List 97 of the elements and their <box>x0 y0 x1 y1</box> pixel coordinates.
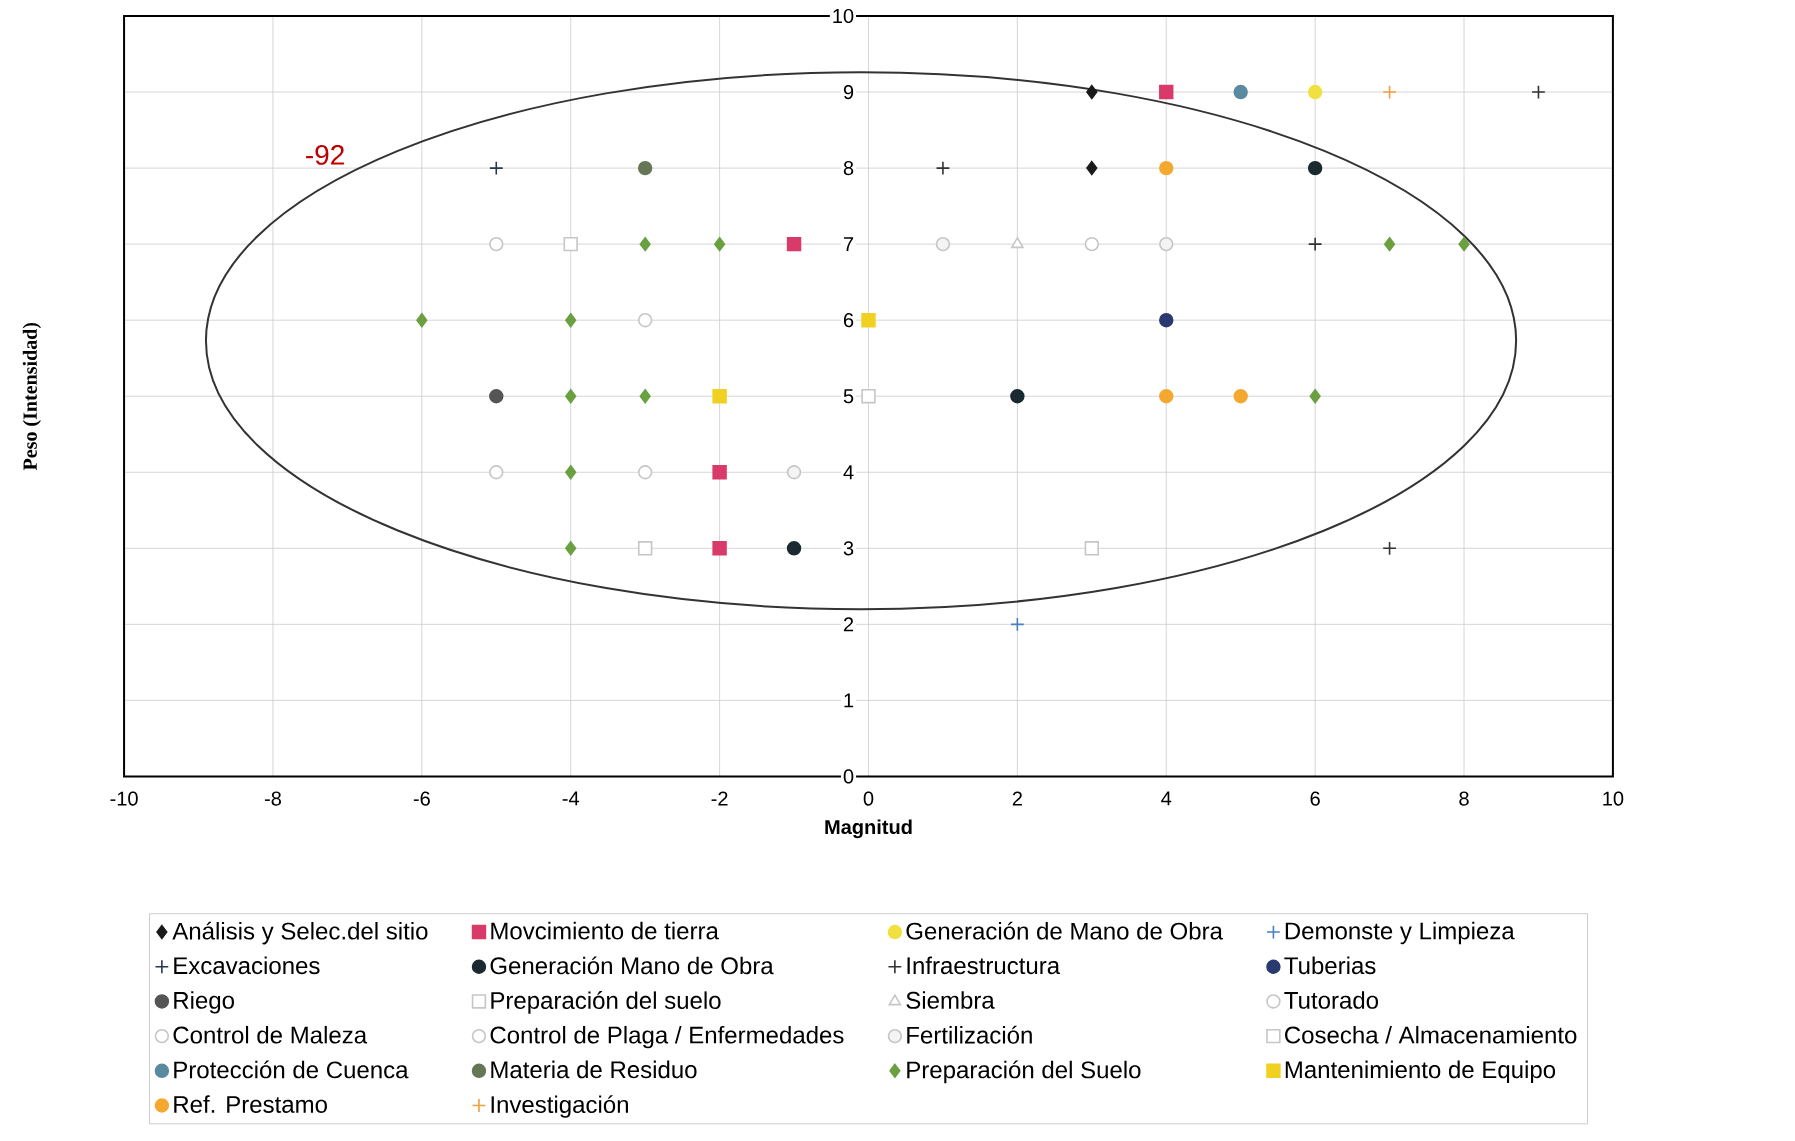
point <box>1458 237 1470 252</box>
y-tick-label: 0 <box>843 769 854 784</box>
x-axis-title: Magnitud <box>825 819 912 839</box>
x-tick-label: -6 <box>413 791 430 806</box>
x-tick-label: 8 <box>1459 791 1469 806</box>
point <box>565 465 577 480</box>
point <box>489 465 504 480</box>
x-tick-label: -2 <box>711 791 728 806</box>
point <box>1531 85 1546 100</box>
point <box>637 465 653 480</box>
point <box>1307 161 1323 176</box>
point <box>1086 85 1098 100</box>
point <box>1307 237 1323 252</box>
legend-label: Control de Plaga / Enfermedades <box>490 1026 844 1049</box>
legend-label: Riego <box>174 991 234 1014</box>
y-tick-label: 10 <box>833 9 854 24</box>
point <box>1382 541 1397 556</box>
point <box>1010 389 1025 404</box>
point <box>637 313 653 328</box>
legend-label: Preparación del Suelo <box>907 1060 1141 1084</box>
legend-label: Investigación <box>491 1095 628 1119</box>
point <box>1383 237 1396 252</box>
point <box>489 161 504 176</box>
y-tick-label: 8 <box>843 161 854 176</box>
point <box>1159 85 1174 100</box>
x-tick-label: 2 <box>1012 791 1022 806</box>
legend-label: Preparación del suelo <box>491 991 721 1014</box>
point <box>1307 85 1323 100</box>
point <box>565 389 577 404</box>
point <box>565 313 577 328</box>
legend-label: Análisis y Selec.del sitio <box>172 921 428 945</box>
point <box>712 389 727 404</box>
point <box>1233 85 1248 100</box>
y-tick-label: 6 <box>843 313 854 328</box>
point <box>639 237 651 252</box>
point <box>712 541 727 556</box>
x-tick-label: -4 <box>562 791 580 806</box>
y-axis-title: Peso (Intensidad) <box>22 323 41 471</box>
point <box>1382 85 1397 100</box>
point <box>786 541 802 556</box>
y-tick-label: 7 <box>843 237 854 252</box>
legend-label: Protección de Cuenca <box>174 1060 409 1079</box>
legend-label: Demonste y Limpieza <box>1285 922 1515 945</box>
point <box>1084 541 1100 556</box>
y-tick-label: 3 <box>843 541 854 556</box>
point <box>1159 161 1174 176</box>
point <box>714 237 726 252</box>
x-tick-label: 4 <box>1161 791 1172 806</box>
annotation: -92 <box>306 145 344 166</box>
y-tick-label: 5 <box>843 389 854 404</box>
point <box>786 465 802 480</box>
x-tick-label: -10 <box>110 791 138 806</box>
legend-label: Siembra <box>906 991 995 1010</box>
point <box>637 541 653 556</box>
legend-label: Control de Maleza <box>173 1026 368 1044</box>
point <box>565 541 577 556</box>
point <box>1010 617 1025 632</box>
point <box>786 237 802 252</box>
point <box>489 237 504 252</box>
x-tick-label: 0 <box>863 791 874 806</box>
x-tick-label: -8 <box>264 791 281 806</box>
point <box>637 161 653 176</box>
point <box>1159 313 1174 328</box>
point <box>1159 389 1174 404</box>
y-tick-label: 1 <box>844 693 854 708</box>
legend-label: Generación Mano de Obra <box>490 956 774 975</box>
x-tick-label: 10 <box>1603 791 1624 806</box>
point <box>489 389 504 404</box>
legend-label: Infraestructura <box>907 956 1061 975</box>
legend-label: Ref. Prestamo <box>174 1095 327 1114</box>
y-tick-label: 2 <box>843 617 854 632</box>
point <box>1159 237 1174 252</box>
legend-label: Tuberias <box>1284 956 1376 975</box>
point <box>935 237 951 252</box>
point <box>563 237 578 252</box>
legend-label: Cosecha / Almacenamiento <box>1285 1026 1577 1044</box>
point <box>1233 389 1248 404</box>
legend-label: Movcimiento de tierra <box>491 922 719 940</box>
point <box>1084 237 1100 252</box>
legend-label: Excavaciones <box>174 956 320 975</box>
legend-label: Generación de Mano de Obra <box>906 921 1223 940</box>
point <box>861 389 876 404</box>
legend-label: Mantenimiento de Equipo <box>1285 1060 1556 1084</box>
legend-label: Fertilización <box>907 1025 1032 1044</box>
point <box>861 313 876 328</box>
point <box>1011 237 1024 249</box>
point <box>712 465 727 480</box>
legend-label: Tutorado <box>1284 991 1379 1010</box>
y-tick-label: 9 <box>843 85 854 100</box>
point <box>1309 389 1321 404</box>
point <box>935 161 951 176</box>
point <box>639 389 651 404</box>
x-tick-label: 6 <box>1310 791 1320 806</box>
y-tick-label: 4 <box>843 465 854 480</box>
point <box>416 313 428 328</box>
point <box>1086 161 1098 176</box>
legend-label: Materia de Residuo <box>491 1060 697 1079</box>
